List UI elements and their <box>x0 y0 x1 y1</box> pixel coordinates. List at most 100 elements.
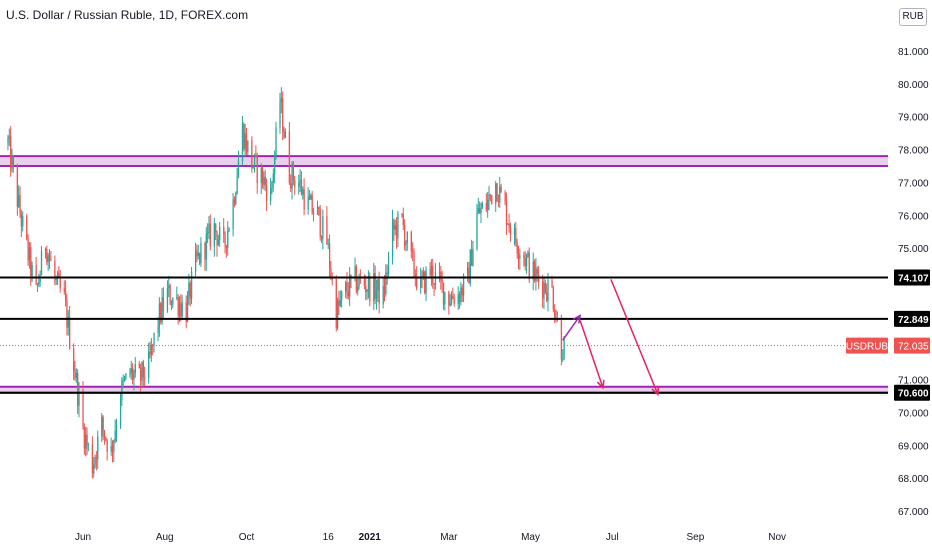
candle-body <box>215 223 217 233</box>
candle-body <box>261 167 264 185</box>
candle-body <box>505 201 508 225</box>
candle-body <box>178 303 181 316</box>
candle-body <box>404 225 406 246</box>
candle-body <box>233 199 236 205</box>
price-tags: 74.107 72.849 70.600 USDRUB 72.035 <box>846 269 930 401</box>
candle-body <box>524 257 526 267</box>
candle-body <box>119 400 122 426</box>
y-tick-label: 69.000 <box>898 441 929 452</box>
candle-body <box>66 300 68 328</box>
candle-body <box>547 280 549 301</box>
candle-body <box>93 464 95 474</box>
candle-body <box>227 230 229 249</box>
candle-body <box>279 102 281 128</box>
candle-body <box>189 282 191 299</box>
candle-body <box>185 302 187 322</box>
symbol-tag-label: USDRUB <box>846 342 889 353</box>
candle-body <box>551 280 553 288</box>
candle-body <box>302 189 304 195</box>
candle-body <box>466 268 469 276</box>
candle-body <box>169 285 171 305</box>
candle-body <box>223 227 225 234</box>
candle-body <box>401 213 403 215</box>
candle-body <box>519 255 521 259</box>
candle-body <box>170 304 173 306</box>
candle-body <box>461 287 463 296</box>
forecast-arrow-head <box>651 386 660 396</box>
candle-body <box>12 157 15 167</box>
candle-body <box>413 252 415 275</box>
price-axis: 67.000 68.000 69.000 70.000 71.000 75.000 76.0… <box>898 47 929 518</box>
candle-body <box>150 344 153 355</box>
candle-body <box>82 391 84 427</box>
candle-body <box>328 243 331 268</box>
candle-body <box>462 275 465 296</box>
candle-body <box>106 440 108 452</box>
candles-layer <box>7 87 565 479</box>
candle-body <box>97 436 99 460</box>
candle-body <box>64 291 67 301</box>
candle-body <box>244 133 246 149</box>
forecast-arrow-line <box>610 279 659 395</box>
x-tick-label: 2021 <box>359 532 382 543</box>
candle-body <box>149 351 151 355</box>
candle-body <box>46 248 48 262</box>
candle-body <box>385 272 387 295</box>
candle-body <box>363 279 366 287</box>
candle-body <box>487 200 489 211</box>
candle-body <box>263 177 265 185</box>
forecast-arrow-head <box>596 379 605 390</box>
candle-body <box>50 259 52 261</box>
candle-body <box>509 227 512 235</box>
candle-body <box>395 224 398 239</box>
x-tick-label: Jun <box>75 532 91 543</box>
candle-body <box>134 364 136 374</box>
candle-body <box>209 223 211 247</box>
candle-body <box>303 189 305 210</box>
candle-body <box>458 294 461 302</box>
forecast-arrow-head <box>572 314 582 324</box>
candle-body <box>272 173 274 183</box>
candle-body <box>335 278 337 328</box>
candle-body <box>485 202 488 211</box>
candle-body <box>160 303 162 322</box>
candle-body <box>430 266 433 276</box>
candle-body <box>405 242 407 246</box>
candle-body <box>425 269 427 293</box>
levels-layer <box>0 276 888 394</box>
candle-body <box>177 297 179 316</box>
candle-body <box>320 236 323 240</box>
candle-body <box>194 250 197 272</box>
candle-body <box>225 245 228 249</box>
candle-body <box>532 261 534 280</box>
candle-body <box>77 372 79 406</box>
candle-body <box>237 161 240 178</box>
candle-body <box>488 194 490 201</box>
candle-body <box>28 247 31 261</box>
candle-body <box>63 288 65 292</box>
candle-body <box>55 278 57 280</box>
candle-body <box>44 248 47 251</box>
candle-body <box>161 297 163 322</box>
candle-body <box>499 186 501 203</box>
candle-body <box>312 213 315 215</box>
candle-body <box>115 425 118 431</box>
candle-body <box>546 292 548 301</box>
candle-body <box>125 373 127 379</box>
candle-body <box>422 271 425 278</box>
candle-body <box>308 196 311 200</box>
candle-body <box>69 316 71 349</box>
candle-body <box>500 186 502 193</box>
currency-badge[interactable]: RUB <box>899 8 927 26</box>
candle-body <box>56 273 59 279</box>
candle-body <box>152 344 154 346</box>
candle-body <box>85 434 87 449</box>
candle-body <box>472 248 474 266</box>
time-axis: Jun Aug Oct 16 2021 Mar May Jul Sep Nov <box>75 532 786 543</box>
candle-body <box>331 278 333 280</box>
candle-body <box>469 249 471 284</box>
candle-body <box>205 233 207 260</box>
candle-body <box>282 98 284 133</box>
